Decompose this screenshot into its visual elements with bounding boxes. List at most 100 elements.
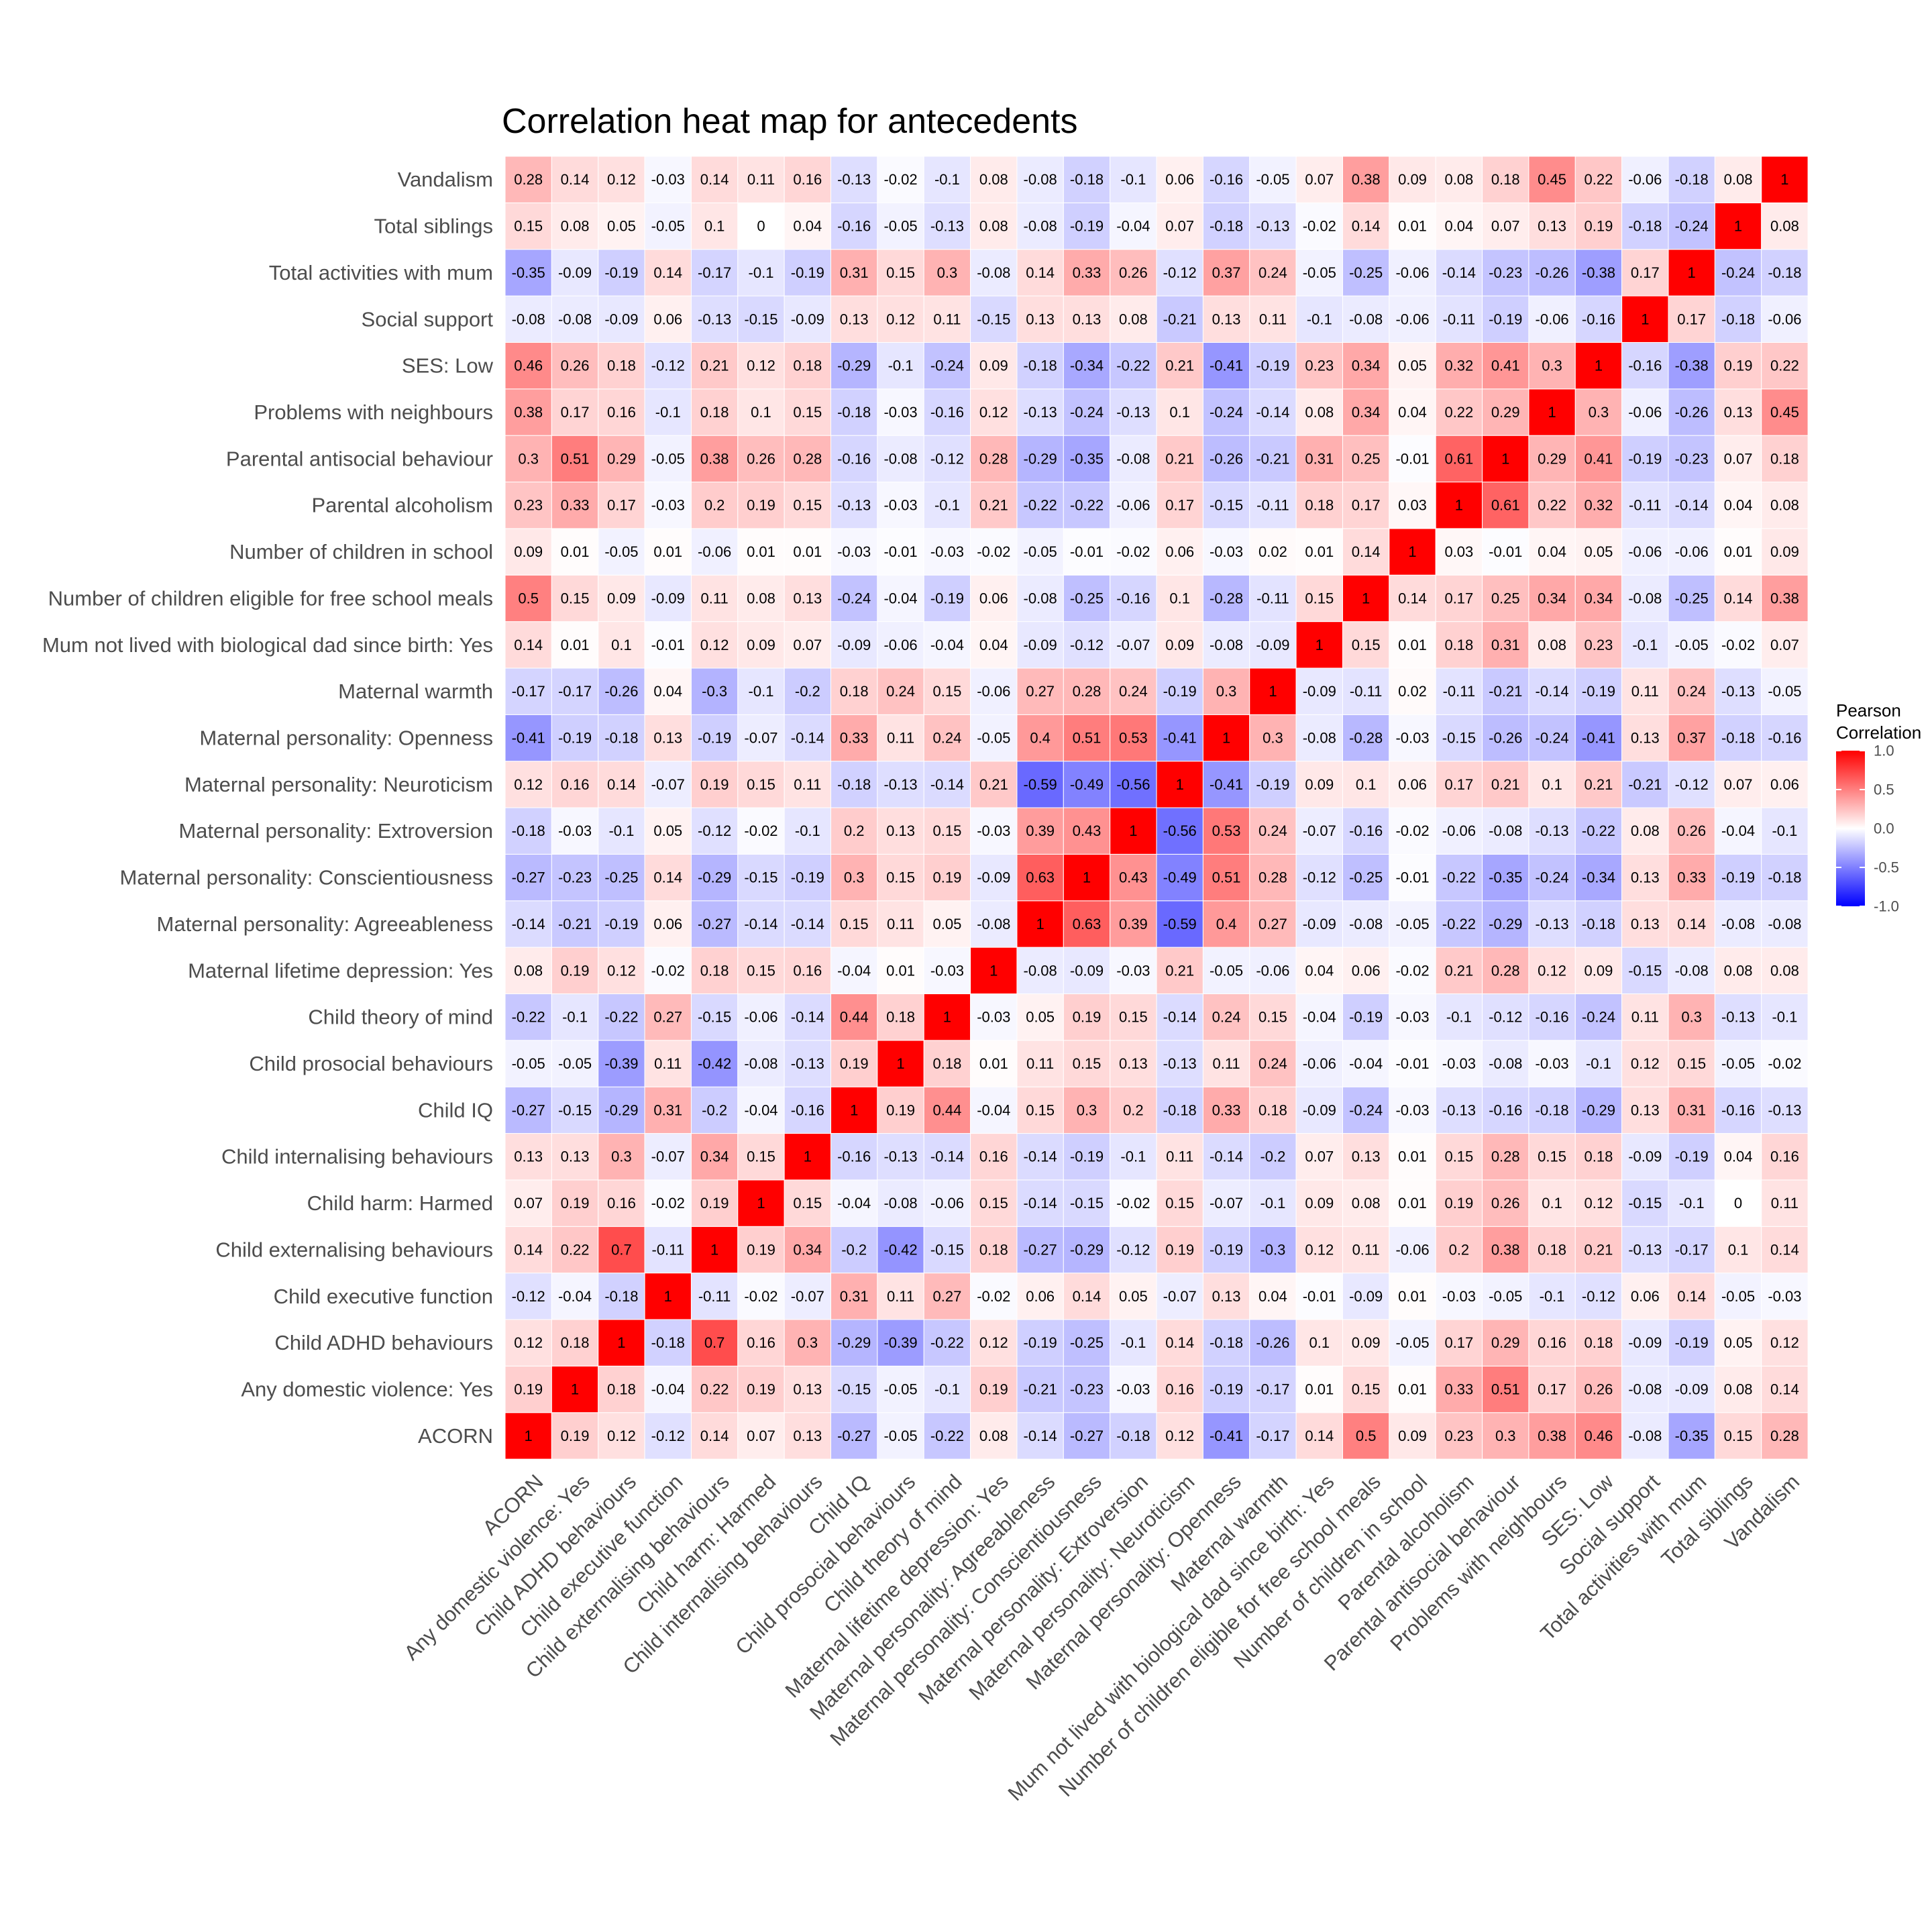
heatmap-cell — [1063, 528, 1111, 576]
heatmap-cell — [877, 900, 924, 948]
cell-value-label: 0.24 — [1258, 1055, 1287, 1072]
cell-value-label: 1 — [617, 1334, 625, 1351]
cell-value-label: -0.12 — [512, 1288, 545, 1305]
heatmap-cell — [1249, 295, 1297, 343]
cell-value-label: 0.3 — [1077, 1102, 1097, 1118]
cell-value-label: -0.29 — [1489, 916, 1522, 932]
cell-value-label: 0.18 — [1491, 171, 1520, 188]
cell-value-label: -0.17 — [1256, 1428, 1289, 1444]
cell-value-label: -0.05 — [1395, 1334, 1429, 1351]
cell-value-label: 1 — [1595, 358, 1603, 374]
cell-value-label: -0.1 — [1446, 1009, 1472, 1026]
cell-value-label: 0.18 — [561, 1334, 590, 1351]
cell-value-label: -0.03 — [1536, 1055, 1569, 1072]
cell-value-label: 0.18 — [700, 962, 729, 979]
cell-value-label: 0.22 — [1585, 171, 1613, 188]
heatmap-cell — [1668, 1179, 1715, 1227]
cell-value-label: -0.15 — [1210, 497, 1243, 514]
cell-value-label: 0.08 — [1119, 311, 1148, 327]
cell-value-label: 0.31 — [653, 1102, 682, 1118]
heatmap-cell — [1482, 1365, 1529, 1413]
cell-value-label: 0.16 — [1538, 1334, 1566, 1351]
cell-value-label: -0.06 — [1628, 404, 1662, 421]
heatmap-cell — [1714, 853, 1762, 902]
y-label-maternal-warmth: Maternal warmth — [338, 680, 493, 703]
cell-value-label: -0.18 — [1721, 311, 1755, 327]
heatmap-cell — [1295, 1319, 1343, 1366]
heatmap-cell — [1621, 341, 1669, 390]
cell-value-label: 0.09 — [1305, 776, 1334, 793]
heatmap-cell — [1016, 667, 1064, 715]
cell-value-label: 1 — [850, 1102, 858, 1118]
heatmap-cell — [877, 341, 924, 390]
y-label-child-adhd-behaviours: Child ADHD behaviours — [274, 1331, 493, 1354]
cell-value-label: -0.08 — [1210, 637, 1243, 653]
heatmap-cell — [1389, 947, 1436, 994]
heatmap-cell — [1621, 156, 1669, 203]
cell-value-label: 0.1 — [1169, 404, 1190, 421]
heatmap-cell — [830, 528, 878, 576]
heatmap-cell — [598, 1226, 645, 1274]
heatmap-cell — [923, 1086, 971, 1134]
legend-tick-label: 0.5 — [1874, 782, 1894, 798]
cell-value-label: 0.13 — [793, 590, 822, 606]
cell-value-label: -0.38 — [1582, 264, 1615, 281]
heatmap-cell — [1668, 714, 1715, 762]
heatmap-cell — [1202, 807, 1250, 855]
cell-value-label: -0.18 — [1675, 171, 1709, 188]
cell-value-label: 0.13 — [1212, 1288, 1241, 1305]
cell-value-label: -0.09 — [604, 311, 638, 327]
cell-value-label: 0.08 — [1444, 171, 1473, 188]
cell-value-label: -0.42 — [698, 1055, 731, 1072]
cell-value-label: -0.01 — [1070, 543, 1104, 560]
heatmap-cell — [1389, 435, 1436, 483]
heatmap-cell — [1063, 1365, 1111, 1413]
heatmap-cell — [970, 947, 1018, 994]
cell-value-label: 0.21 — [1491, 776, 1520, 793]
cell-value-label: 0.06 — [1352, 962, 1381, 979]
cell-value-label: -0.09 — [1303, 683, 1336, 700]
heatmap-cell — [1156, 1133, 1203, 1181]
cell-value-label: -0.24 — [1536, 730, 1569, 747]
cell-value-label: 0.01 — [1398, 1288, 1427, 1305]
cell-value-label: 0.41 — [1585, 450, 1613, 467]
cell-value-label: 0.25 — [1491, 590, 1520, 606]
heatmap-cell — [1435, 295, 1483, 343]
heatmap-cell — [551, 853, 599, 902]
cell-value-label: -0.14 — [744, 916, 777, 932]
cell-value-label: 0.08 — [1770, 497, 1799, 514]
heatmap-cell — [1714, 807, 1762, 855]
cell-value-label: 0.09 — [1352, 1334, 1381, 1351]
heatmap-cell — [1389, 528, 1436, 576]
cell-value-label: -0.21 — [1163, 311, 1197, 327]
heatmap-cell — [1063, 295, 1111, 343]
cell-value-label: -0.14 — [1675, 497, 1709, 514]
cell-value-label: 0.51 — [561, 450, 590, 467]
cell-value-label: -0.01 — [1395, 450, 1429, 467]
heatmap-cell — [1668, 1273, 1715, 1320]
heatmap-cell — [923, 202, 971, 250]
cell-value-label: -0.18 — [837, 404, 871, 421]
heatmap-cell — [1295, 1179, 1343, 1227]
cell-value-label: 0.14 — [1770, 1381, 1799, 1398]
cell-value-label: 0.11 — [1259, 311, 1287, 327]
heatmap-cell — [737, 1365, 785, 1413]
heatmap-cell — [877, 761, 924, 808]
heatmap-cell — [1668, 900, 1715, 948]
cell-value-label: 0.18 — [1585, 1334, 1613, 1351]
cell-value-label: -0.19 — [930, 590, 964, 606]
heatmap-cell — [1156, 156, 1203, 203]
heatmap-cell — [970, 482, 1018, 529]
cell-value-label: 0.12 — [1631, 1055, 1660, 1072]
cell-value-label: -0.18 — [1768, 869, 1801, 886]
cell-value-label: 0.14 — [1677, 1288, 1706, 1305]
cell-value-label: 0.07 — [747, 1428, 775, 1444]
cell-value-label: -0.08 — [1768, 916, 1801, 932]
cell-value-label: -0.06 — [1256, 962, 1289, 979]
cell-value-label: -0.19 — [558, 730, 592, 747]
cell-value-label: -0.06 — [977, 683, 1010, 700]
cell-value-label: -0.08 — [1116, 450, 1150, 467]
heatmap-cell — [1482, 621, 1529, 669]
cell-value-label: -0.29 — [1070, 1241, 1104, 1258]
